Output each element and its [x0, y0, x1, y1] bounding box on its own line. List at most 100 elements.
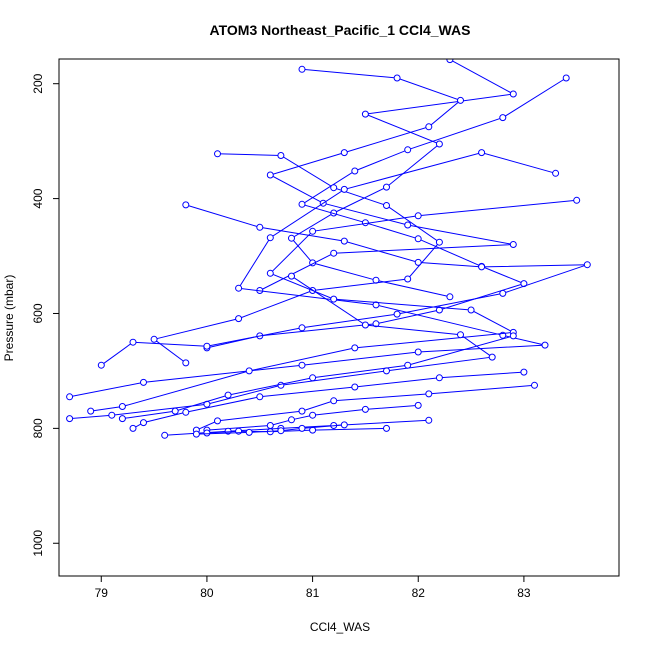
y-tick-label: 200: [31, 73, 45, 93]
series-15: [192, 421, 348, 438]
series-line: [101, 204, 588, 366]
data-point: [182, 408, 190, 416]
data-point: [340, 421, 348, 429]
data-point: [414, 258, 422, 266]
data-point: [66, 415, 74, 423]
data-point: [562, 74, 570, 82]
data-point: [150, 335, 158, 343]
data-point: [298, 407, 306, 415]
series-5: [97, 201, 591, 369]
data-point: [266, 422, 274, 429]
data-point: [435, 238, 443, 246]
data-point: [277, 152, 285, 159]
data-point: [298, 324, 306, 332]
y-axis-label: Pressure (mbar): [2, 275, 16, 362]
data-point: [435, 374, 443, 382]
data-point: [383, 424, 390, 432]
series-line: [196, 384, 535, 431]
data-point: [361, 321, 369, 329]
data-point: [288, 416, 295, 424]
data-point: [118, 415, 126, 423]
y-tick-label: 800: [31, 418, 45, 438]
data-point: [383, 183, 390, 191]
data-point: [425, 416, 433, 424]
data-point: [140, 419, 147, 427]
data-point: [309, 227, 317, 235]
data-point: [499, 114, 507, 122]
series-line: [122, 335, 514, 420]
data-point: [340, 185, 348, 193]
series-14: [203, 424, 390, 437]
series-4: [150, 150, 443, 367]
data-point: [161, 431, 169, 439]
data-point: [235, 284, 243, 292]
data-point: [266, 269, 274, 277]
data-point: [393, 310, 401, 318]
x-tick-label: 83: [517, 586, 531, 600]
data-point: [457, 96, 464, 104]
data-point: [87, 407, 95, 415]
data-point: [171, 407, 179, 415]
data-point: [288, 234, 295, 242]
data-point: [129, 424, 137, 432]
data-point: [446, 293, 454, 301]
data-point: [488, 353, 496, 361]
data-point: [404, 361, 412, 369]
data-point: [97, 361, 105, 369]
data-point: [224, 391, 232, 399]
data-point: [309, 411, 317, 419]
data-point: [541, 341, 549, 349]
data-point: [330, 397, 338, 405]
data-point: [425, 123, 433, 131]
data-point: [309, 374, 317, 382]
data-point: [509, 241, 517, 248]
data-point: [414, 235, 422, 243]
data-point: [531, 381, 538, 389]
data-point: [277, 427, 285, 435]
x-tick-label: 80: [200, 586, 214, 600]
data-point: [351, 167, 359, 175]
data-point: [203, 342, 211, 350]
series-9: [118, 332, 517, 423]
data-point: [414, 348, 422, 356]
data-point: [288, 272, 295, 280]
data-point: [140, 378, 147, 386]
series-layer: [66, 59, 591, 439]
data-point: [298, 424, 306, 432]
series-11: [192, 381, 538, 434]
series-8: [66, 272, 496, 423]
data-point: [393, 74, 401, 82]
series-12: [203, 401, 422, 434]
series-10: [129, 368, 528, 432]
data-point: [214, 150, 221, 158]
chart-title: ATOM3 Northeast_Pacific_1 CCl4_WAS: [210, 22, 471, 38]
data-point: [404, 275, 412, 283]
data-point: [573, 196, 581, 204]
data-point: [182, 201, 190, 209]
data-point: [245, 367, 253, 375]
data-point: [192, 430, 200, 438]
x-axis: 79 80 81 82 83: [95, 576, 531, 600]
x-tick-label: 81: [306, 586, 320, 600]
data-point: [277, 381, 285, 389]
data-point: [298, 361, 306, 369]
data-point: [203, 429, 211, 437]
data-point: [467, 306, 475, 314]
data-point: [330, 295, 338, 303]
data-point: [108, 411, 116, 419]
series-7: [87, 196, 581, 415]
data-point: [330, 184, 338, 192]
data-point: [340, 237, 348, 245]
y-tick-label: 600: [31, 303, 45, 323]
data-point: [266, 234, 274, 242]
x-tick-label: 79: [95, 586, 109, 600]
series-line: [206, 404, 419, 431]
data-point: [330, 249, 338, 257]
series-line: [69, 152, 556, 398]
data-point: [266, 171, 274, 179]
data-point: [351, 383, 359, 391]
data-point: [361, 405, 369, 413]
data-point: [425, 390, 433, 398]
